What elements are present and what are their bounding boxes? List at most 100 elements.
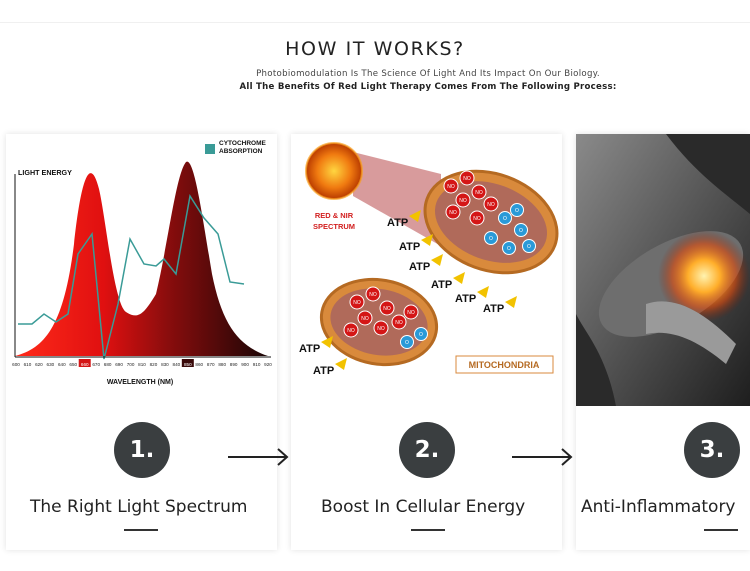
no-label: NO <box>353 300 361 306</box>
x-tick-label: 640 <box>58 362 66 367</box>
y-axis-label: LIGHT ENERGY <box>18 168 72 177</box>
x-ticks: 600 610 620 630 640 650 660 670 680 690 700 810 820 8… <box>12 359 272 367</box>
oxygen-molecule <box>514 223 528 237</box>
atp-label: ATP <box>313 365 334 377</box>
no-molecule <box>455 192 471 208</box>
x-tick-label: 620 <box>35 362 43 367</box>
no-molecule <box>483 196 499 212</box>
x-tick-label: 690 <box>115 362 123 367</box>
oxygen-molecule <box>502 241 516 255</box>
sun-label: RED & NIR <box>315 211 354 220</box>
x-tick-label: 670 <box>92 362 100 367</box>
no-molecule <box>391 314 407 330</box>
step-title-3: Anti-Inflammatory <box>581 497 736 517</box>
no-label: NO <box>463 176 471 182</box>
oxygen-label: O <box>519 228 523 234</box>
step-card-2: RED & NIR SPECTRUM NO NO NO NO NO NO NO NO NO NO N… <box>291 134 562 550</box>
no-label: NO <box>395 320 403 326</box>
x-tick-label: 650 <box>69 362 77 367</box>
oxygen-molecule <box>498 211 512 225</box>
arrow-right-icon <box>228 448 289 466</box>
atp-label: ATP <box>483 303 504 315</box>
no-label: NO <box>347 328 355 334</box>
svg-text:SPECTRUM: SPECTRUM <box>313 222 355 231</box>
step-card-3: 3. Anti-Inflammatory <box>576 134 750 550</box>
light-beam <box>353 152 441 246</box>
spectrum-chart: LIGHT ENERGY CYTOCHROME ABSORPTION 600 61… <box>6 134 277 406</box>
step-number-3: 3. <box>684 422 740 478</box>
no-molecule <box>459 170 475 186</box>
x-tick-label: 630 <box>47 362 55 367</box>
no-molecule <box>379 300 395 316</box>
step-number-2: 2. <box>399 422 455 478</box>
oxygen-molecule <box>484 231 498 245</box>
mito-label-box <box>455 355 554 374</box>
top-divider <box>0 22 750 23</box>
x-tick-label: 660 <box>81 362 89 367</box>
no-label: NO <box>407 310 415 316</box>
x-tick-label: 830 <box>161 362 169 367</box>
arrow-right-icon <box>512 448 573 466</box>
legend-swatch <box>205 144 215 154</box>
no-label: NO <box>449 210 457 216</box>
title-underline <box>704 529 738 531</box>
x-tick-label: 900 <box>241 362 249 367</box>
oxygen-label: O <box>419 332 423 338</box>
title-underline <box>124 529 158 531</box>
step-card-1: LIGHT ENERGY CYTOCHROME ABSORPTION 600 61… <box>6 134 277 550</box>
oxygen-molecule <box>414 327 428 341</box>
atp-label: ATP <box>409 261 430 273</box>
x-axis-label: WAVELENGTH (NM) <box>107 379 173 386</box>
no-molecule <box>403 304 419 320</box>
x-tick-label: 890 <box>230 362 238 367</box>
atp-arrow-icon <box>453 272 465 284</box>
no-label: NO <box>475 190 483 196</box>
inflammation-glow <box>658 230 750 322</box>
x-tick-label: 850 <box>184 362 192 367</box>
x-tick-label: 920 <box>264 362 272 367</box>
x-tick-label: 610 <box>24 362 32 367</box>
no-molecule <box>343 322 359 338</box>
atp-arrow-icon <box>505 296 517 308</box>
no-molecule <box>357 310 373 326</box>
oxygen-label: O <box>405 340 409 346</box>
mito-label: MITOCHONDRIA <box>469 360 540 370</box>
tick-highlight <box>78 359 91 367</box>
legend-label: CYTOCHROME ABSORPTION <box>219 140 266 155</box>
oxygen-molecule <box>510 203 524 217</box>
x-tick-label: 810 <box>138 362 146 367</box>
no-label: NO <box>473 216 481 222</box>
no-molecule <box>373 320 389 336</box>
atp-label: ATP <box>387 217 408 229</box>
atp-label: ATP <box>431 279 452 291</box>
oxygen-label: O <box>527 244 531 250</box>
no-label: NO <box>361 316 369 322</box>
oxygen-molecule <box>522 239 536 253</box>
atp-arrow-icon <box>335 358 347 370</box>
no-molecule <box>469 210 485 226</box>
x-tick-label: 860 <box>195 362 203 367</box>
mitochondria-figure: RED & NIR SPECTRUM NO NO NO NO NO NO NO NO NO NO N… <box>291 134 562 406</box>
x-tick-label: 880 <box>218 362 226 367</box>
atp-arrow-icon <box>409 210 421 222</box>
sun-icon <box>306 143 362 199</box>
x-tick-label: 600 <box>12 362 20 367</box>
atp-arrow-icon <box>477 286 489 298</box>
knee-inflammation-image <box>576 134 750 406</box>
step-title-2: Boost In Cellular Energy <box>321 497 526 517</box>
absorption-line <box>18 193 245 360</box>
step-number-1: 1. <box>114 422 170 478</box>
x-tick-label: 820 <box>150 362 158 367</box>
oxygen-molecule <box>400 335 414 349</box>
no-molecule <box>445 204 461 220</box>
step-title-1: The Right Light Spectrum <box>30 497 248 517</box>
no-molecule <box>471 184 487 200</box>
oxygen-label: O <box>515 208 519 214</box>
page-title: HOW IT WORKS? <box>285 38 465 60</box>
x-tick-label: 700 <box>127 362 135 367</box>
no-label: NO <box>369 292 377 298</box>
hand-shape <box>646 301 736 364</box>
tick-highlight <box>181 359 194 367</box>
x-tick-label: 870 <box>207 362 215 367</box>
